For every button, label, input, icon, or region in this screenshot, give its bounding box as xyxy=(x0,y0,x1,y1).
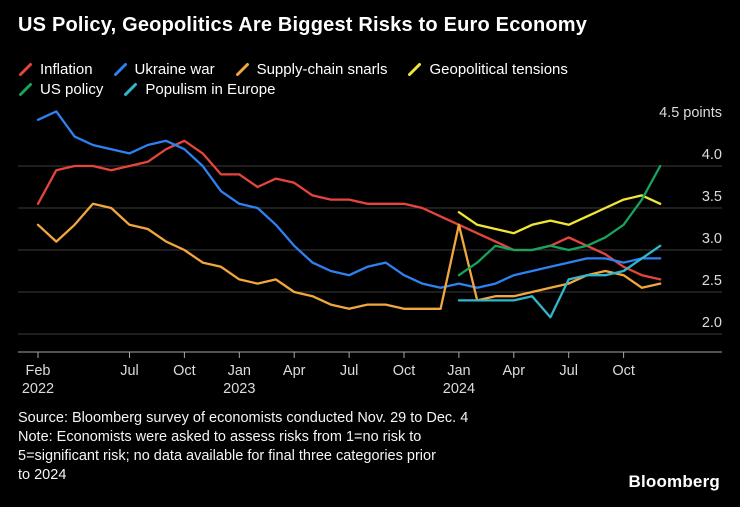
x-axis-label: Jan xyxy=(447,363,470,379)
legend-item-populism-in-europe: Populism in Europe xyxy=(123,81,275,98)
chart-title: US Policy, Geopolitics Are Biggest Risks… xyxy=(18,14,588,36)
legend-label: US policy xyxy=(40,81,104,98)
legend-slash-icon xyxy=(19,63,32,76)
source-note: Source: Bloomberg survey of economists c… xyxy=(18,409,598,485)
series-line-us-policy xyxy=(457,164,662,277)
legend-label: Populism in Europe xyxy=(145,81,276,98)
y-axis-label: 3.0 xyxy=(702,231,722,247)
x-axis-year-label: 2022 xyxy=(22,381,54,397)
legend-slash-icon xyxy=(408,63,422,76)
x-axis-label: Jul xyxy=(120,363,139,379)
y-axis-label: 2.0 xyxy=(702,315,722,331)
legend-slash-icon xyxy=(235,63,249,76)
source-line: to 2024 xyxy=(18,467,67,483)
y-axis-label: 4.0 xyxy=(702,147,722,163)
legend-slash-icon xyxy=(124,83,138,96)
bloomberg-logo: Bloomberg xyxy=(628,472,720,491)
legend-row: US policy Populism in Europe xyxy=(18,81,568,98)
legend-item-inflation: Inflation xyxy=(18,61,93,78)
source-line: 5=significant risk; no data available fo… xyxy=(18,448,436,464)
legend-item-supply-chain-snarls: Supply-chain snarls xyxy=(235,61,388,78)
x-axis-label: Jan xyxy=(228,363,251,379)
legend: Inflation Ukraine war Supply-chain snarls G… xyxy=(18,61,568,98)
series-line-supply-chain-snarls xyxy=(36,202,662,310)
x-axis-label: Jul xyxy=(340,363,359,379)
legend-label: Ukraine war xyxy=(134,61,215,78)
x-axis-label: Feb xyxy=(26,363,51,379)
legend-item-ukraine-war: Ukraine war xyxy=(113,61,215,78)
series-line-populism-in-europe xyxy=(457,244,662,319)
series-line-ukraine-war xyxy=(36,110,662,289)
y-axis-label: 2.5 xyxy=(702,273,722,289)
x-axis-label: Apr xyxy=(283,363,306,379)
series-line-geopolitical-tensions xyxy=(457,194,662,235)
legend-label: Geopolitical tensions xyxy=(429,61,568,78)
legend-label: Inflation xyxy=(40,61,93,78)
legend-label: Supply-chain snarls xyxy=(256,61,388,78)
x-axis-label: Oct xyxy=(612,363,635,379)
legend-item-geopolitical-tensions: Geopolitical tensions xyxy=(407,61,568,78)
x-axis-year-label: 2023 xyxy=(223,381,255,397)
y-axis-label: 4.5 points xyxy=(659,105,722,121)
risk-line-chart: 4.5 points 4.0 3.5 3.0 2.5 2.0 Feb 2022 Jul Oct Ja… xyxy=(18,105,722,397)
x-axis-label: Apr xyxy=(503,363,526,379)
source-line: Note: Economists were asked to assess ri… xyxy=(18,429,422,445)
source-line: Source: Bloomberg survey of economists c… xyxy=(18,410,469,426)
x-axis-label: Jul xyxy=(559,363,578,379)
y-axis-label: 3.5 xyxy=(702,189,722,205)
x-axis-label: Oct xyxy=(393,363,416,379)
legend-row: Inflation Ukraine war Supply-chain snarls G… xyxy=(18,61,568,78)
legend-slash-icon xyxy=(113,63,127,76)
legend-item-us-policy: US policy xyxy=(18,81,103,98)
series-line-inflation xyxy=(36,139,662,281)
legend-slash-icon xyxy=(19,83,32,96)
x-axis-label: Oct xyxy=(173,363,196,379)
x-axis-year-label: 2024 xyxy=(443,381,475,397)
